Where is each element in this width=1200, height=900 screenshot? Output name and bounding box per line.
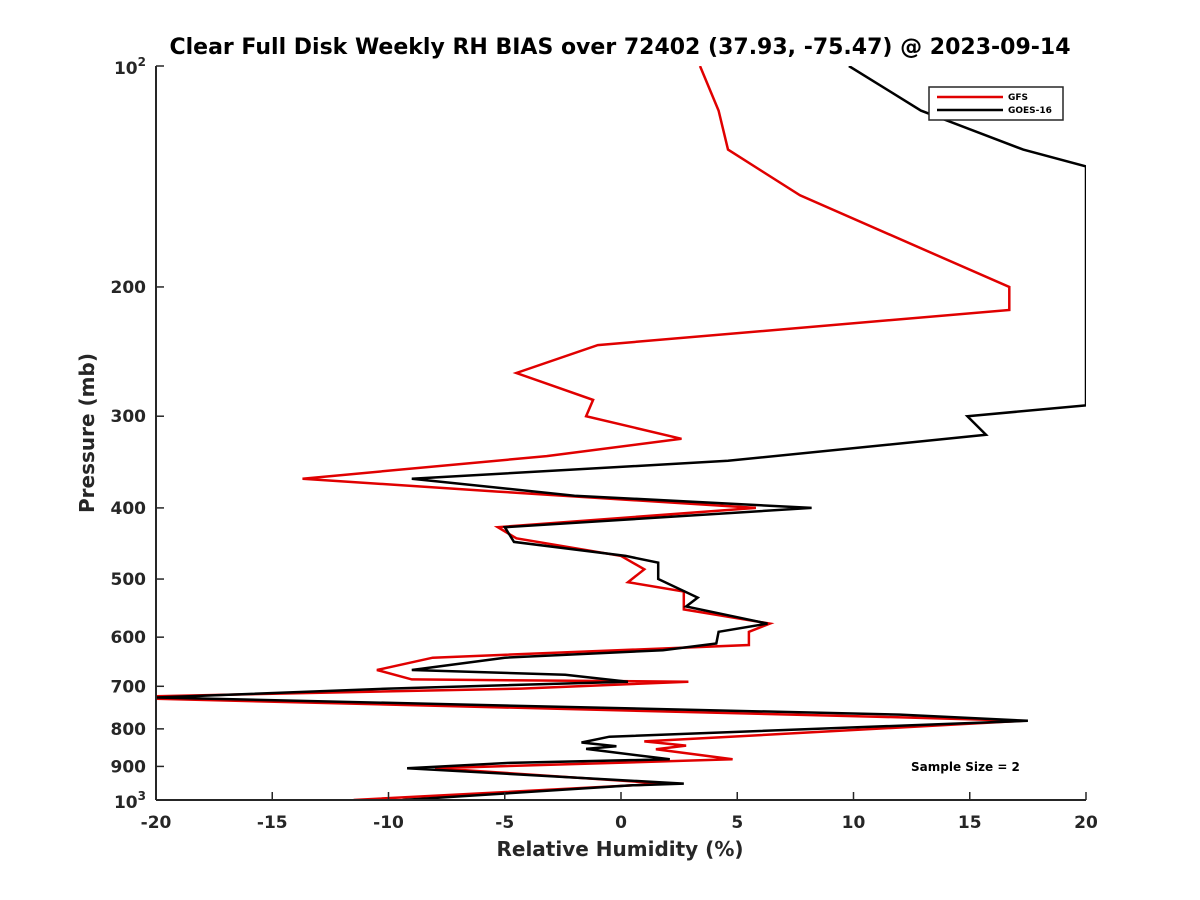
- y-tick-label: 800: [111, 720, 147, 740]
- y-tick-label: 200: [111, 278, 147, 298]
- x-tick-label: -5: [495, 813, 514, 833]
- y-tick-label: 300: [111, 407, 147, 427]
- x-tick-label: -20: [141, 813, 172, 833]
- x-tick-label: 10: [842, 813, 866, 833]
- y-tick-label: 400: [111, 499, 147, 519]
- x-tick-label: 5: [731, 813, 743, 833]
- x-tick-label: 20: [1074, 813, 1098, 833]
- series-line-goes-16: [156, 66, 1086, 800]
- legend-label-goes-16: GOES-16: [1008, 106, 1052, 116]
- y-axis-label: Pressure (mb): [75, 353, 99, 513]
- y-tick-label-power: 102: [114, 55, 146, 79]
- y-tick-label: 700: [111, 677, 147, 697]
- y-tick-label: 500: [111, 570, 147, 590]
- x-tick-label: -10: [373, 813, 404, 833]
- y-tick-label-power: 103: [114, 789, 146, 813]
- sample-size-annotation: Sample Size = 2: [911, 760, 1020, 774]
- x-axis-label: Relative Humidity (%): [496, 837, 743, 861]
- legend-box: [928, 86, 1064, 121]
- series-layer: [156, 66, 1086, 800]
- legend-label-gfs: GFS: [1008, 93, 1028, 103]
- x-ticks: -20 -15 -10 -5 0 5 10 15 20: [141, 792, 1098, 833]
- x-tick-label: -15: [257, 813, 288, 833]
- y-ticks: 200 300 400 500 600 700 800 900 102 103: [111, 55, 164, 813]
- y-tick-label: 900: [111, 757, 147, 777]
- series-line-gfs: [156, 66, 1024, 800]
- x-tick-label: 0: [615, 813, 627, 833]
- x-tick-label: 15: [958, 813, 982, 833]
- y-tick-label: 600: [111, 628, 147, 648]
- legend: GFS GOES-16: [928, 86, 1064, 121]
- chart-title: Clear Full Disk Weekly RH BIAS over 7240…: [169, 35, 1070, 60]
